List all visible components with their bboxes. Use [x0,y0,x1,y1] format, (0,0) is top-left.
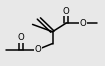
Text: O: O [63,7,70,16]
Text: O: O [80,19,86,28]
Text: O: O [18,33,24,42]
Text: O: O [34,45,41,54]
